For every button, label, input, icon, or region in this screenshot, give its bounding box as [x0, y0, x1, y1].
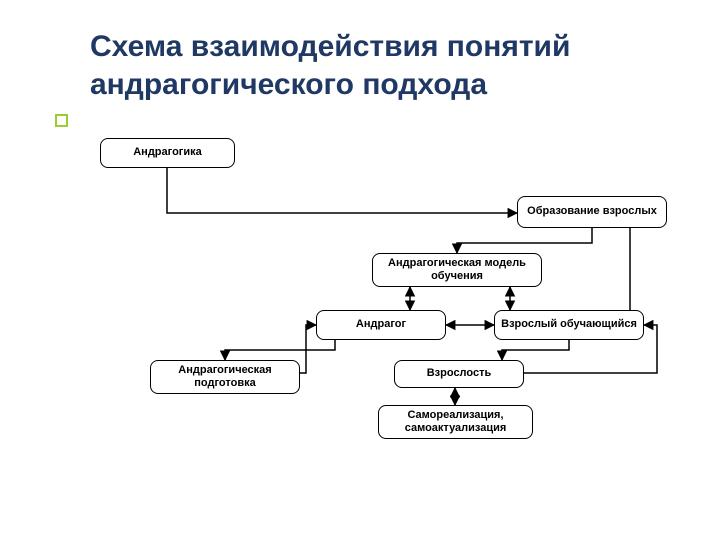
edge-andragog-podgotovka: [225, 340, 335, 360]
edge-learner-vzroslost: [502, 340, 569, 360]
node-podgotovka: Андрагогическая подготовка: [150, 360, 300, 394]
edge-obrazovanie-model: [457, 228, 592, 253]
node-learner: Взрослый обучающийся: [494, 310, 644, 340]
bullet-icon: [55, 114, 68, 127]
node-model: Андрагогическая модель обучения: [372, 253, 542, 287]
node-andragogika: Андрагогика: [100, 138, 235, 168]
page-title: Схема взаимодействия понятий андрагогиче…: [90, 28, 650, 103]
node-andragog: Андрагог: [316, 310, 446, 340]
edge-podgotovka-andragog: [300, 325, 316, 373]
node-vzroslost: Взрослость: [394, 360, 524, 388]
node-obrazovanie: Образование взрослых: [517, 196, 667, 228]
edge-andragogika-obrazovanie: [167, 168, 517, 213]
node-samo: Самореализация, самоактуализация: [378, 405, 533, 439]
